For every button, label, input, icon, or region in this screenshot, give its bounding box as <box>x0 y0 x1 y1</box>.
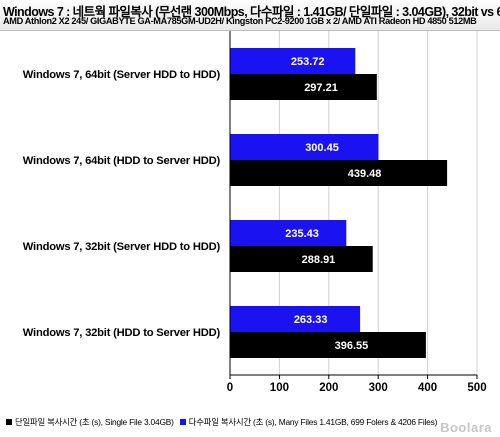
x-tick-label: 200 <box>319 382 338 394</box>
category-label: Windows 7, 64bit (Server HDD to HDD) <box>23 69 221 81</box>
chart-title: Windows 7 : 네트웍 파일복사 (무선랜 300Mbps, 다수파일 … <box>3 5 500 19</box>
x-tick-label: 300 <box>369 382 388 394</box>
bar <box>230 134 379 160</box>
bar <box>230 246 373 272</box>
x-tick-label: 400 <box>418 382 437 394</box>
bar <box>230 332 426 358</box>
category-label: Windows 7, 32bit (HDD to Server HDD) <box>23 327 221 339</box>
x-tick-label: 100 <box>270 382 289 394</box>
chart-header: Windows 7 : 네트웍 파일복사 (무선랜 300Mbps, 다수파일 … <box>0 0 500 31</box>
bar-data-label: 297.21 <box>304 82 338 94</box>
x-tick-label: 500 <box>467 382 486 394</box>
legend-swatch <box>6 418 12 425</box>
category-label: Windows 7, 32bit (Server HDD to HDD) <box>23 241 221 253</box>
watermark-logo: Boolara <box>440 420 492 435</box>
bar-data-label: 253.72 <box>291 56 325 68</box>
bar <box>230 220 347 246</box>
bar-data-label: 439.48 <box>348 168 382 180</box>
legend-label: 다수파일 복사시간 (초 (s), Many Files 1.41GB, 699… <box>188 417 438 427</box>
legend-item: 다수파일 복사시간 (초 (s), Many Files 1.41GB, 699… <box>179 416 438 428</box>
legend-label: 단일파일 복사시간 (초 (s), Single File 3.04GB) <box>15 417 174 427</box>
bar <box>230 306 361 332</box>
bar-data-label: 288.91 <box>302 254 336 266</box>
chart-subtitle: AMD Athlon2 X2 245/ GIGABYTE GA-MA785GM-… <box>3 16 477 26</box>
bar <box>230 160 448 186</box>
legend-swatch <box>179 418 186 425</box>
bar <box>230 48 356 74</box>
bar-data-label: 235.43 <box>285 228 319 240</box>
bar-data-label: 396.55 <box>335 340 369 352</box>
chart-legend: 단일파일 복사시간 (초 (s), Single File 3.04GB) 다수파… <box>6 416 496 428</box>
legend-item: 단일파일 복사시간 (초 (s), Single File 3.04GB) <box>6 416 174 428</box>
category-label: Windows 7, 64bit (HDD to Server HDD) <box>23 155 221 167</box>
x-tick-label: 0 <box>227 382 233 394</box>
bar <box>230 74 377 100</box>
bar-data-label: 263.33 <box>294 314 328 326</box>
bar-data-label: 300.45 <box>305 142 339 154</box>
